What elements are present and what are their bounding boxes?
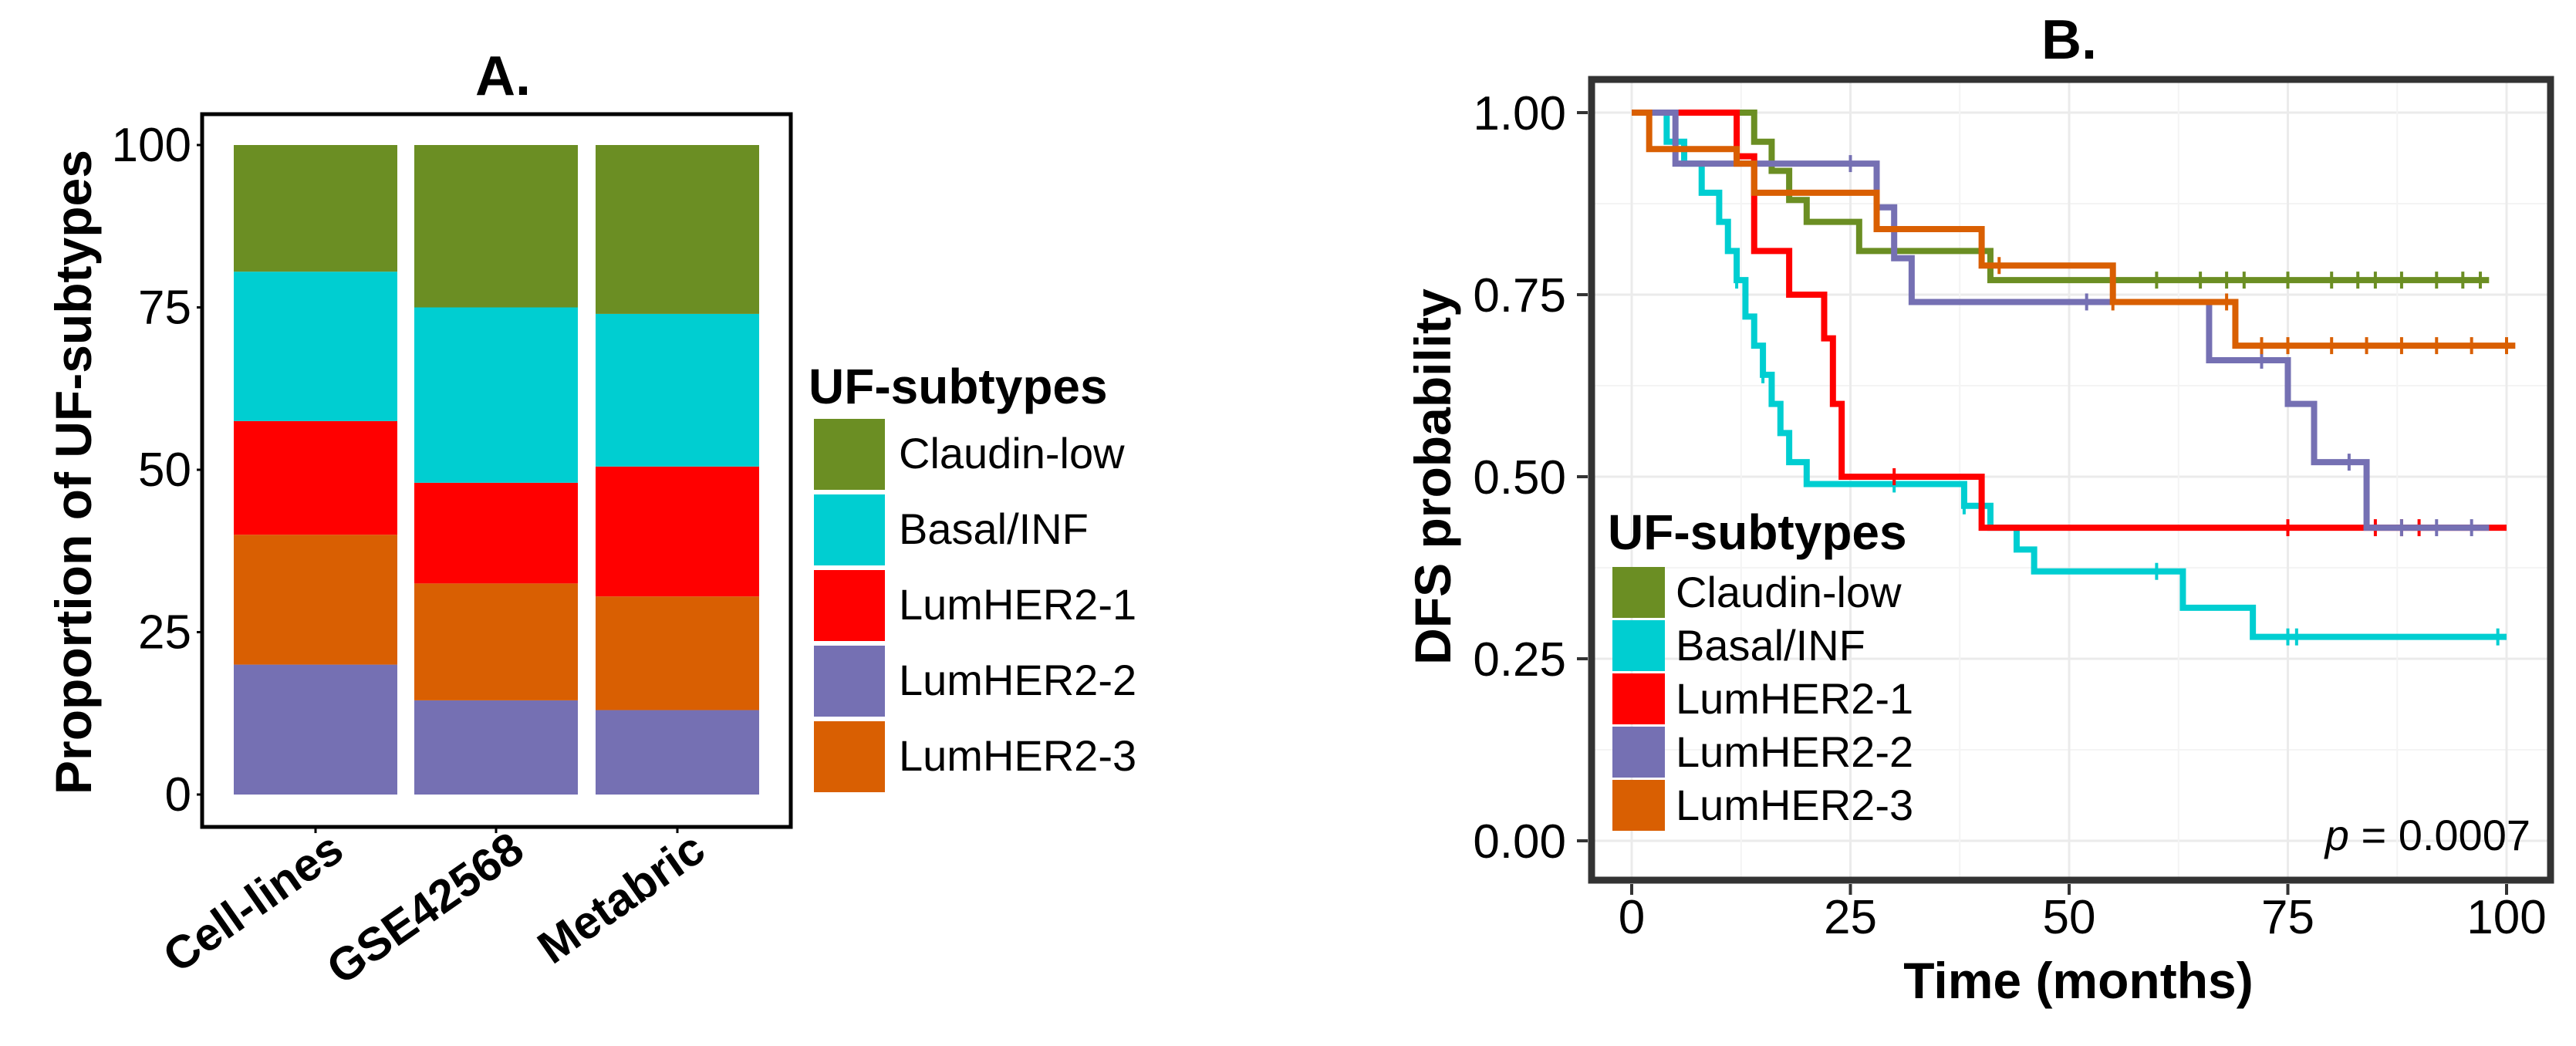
x-tick-label: 50 (2043, 891, 2096, 944)
curve-lumher2-3 (1632, 110, 2516, 349)
legend-swatch-lumher2-3 (1612, 780, 1665, 831)
y-tick-label: 0.25 (1473, 633, 1566, 687)
legend-label: LumHER2-1 (1676, 674, 1913, 723)
legend-label: LumHER2-1 (899, 580, 1136, 629)
bar-cell-lines-basal-inf (234, 272, 397, 421)
legend-label: Basal/INF (899, 504, 1089, 553)
x-category-label: Metabric (528, 822, 714, 973)
bar-gse42568-lumher2-3 (414, 583, 578, 700)
bar-cell-lines-lumher2-1 (234, 420, 397, 535)
legend-swatch-lumher2-1 (814, 570, 885, 641)
y-tick-label: 50 (138, 444, 191, 497)
legend-swatch-lumher2-2 (814, 646, 885, 717)
bar-cell-lines-lumher2-2 (234, 664, 397, 795)
bar-gse42568-lumher2-1 (414, 482, 578, 584)
bar-metabric-claudin-low (596, 145, 759, 314)
y-tick-label: 0 (165, 768, 191, 822)
panel-a-legend: Claudin-low Basal/INF LumHER2-1 LumHER2-2 Lu… (814, 419, 1136, 792)
panel-b: B. 0.00 0.25 0.50 0.75 1.00 0 25 50 75 100 DFS p… (1404, 9, 2554, 1009)
curve-basal-inf (1632, 110, 2507, 640)
panel-b-x-ticks: 0 25 50 75 100 (1619, 884, 2547, 944)
legend-swatch-claudin-low (1612, 567, 1665, 618)
legend-label: Claudin-low (1676, 568, 1902, 616)
bar-gse42568-claudin-low (414, 145, 578, 308)
panel-a-bars (234, 145, 759, 795)
panel-a-legend-title: UF-subtypes (809, 359, 1108, 414)
panel-b-pvalue: p = 0.0007 (2324, 811, 2530, 859)
panel-b-legend-title: UF-subtypes (1608, 504, 1907, 560)
bar-metabric-lumher2-2 (596, 710, 759, 795)
y-tick-label: 100 (112, 119, 191, 172)
y-tick-label: 0.50 (1473, 451, 1566, 504)
x-category-label: GSE42568 (318, 822, 533, 994)
bar-gse42568-lumher2-2 (414, 700, 578, 795)
pvalue-text: = 0.0007 (2349, 811, 2530, 859)
x-tick-label: 100 (2466, 891, 2546, 944)
panel-b-curves (1632, 110, 2516, 646)
panel-b-title: B. (2041, 9, 2097, 71)
bar-cell-lines-lumher2-3 (234, 535, 397, 665)
panel-a-title: A. (475, 46, 531, 107)
curve-lumher2-2 (1632, 110, 2490, 531)
bar-metabric-lumher2-1 (596, 466, 759, 597)
panel-b-x-axis-label: Time (months) (1903, 952, 2253, 1009)
y-tick-label: 0.75 (1473, 269, 1566, 322)
legend-swatch-claudin-low (814, 419, 885, 490)
legend-label: LumHER2-3 (1676, 781, 1913, 829)
legend-swatch-lumher2-3 (814, 721, 885, 792)
panel-b-y-ticks: 0.00 0.25 0.50 0.75 1.00 (1473, 87, 1588, 869)
bar-metabric-basal-inf (596, 313, 759, 467)
curve-claudin-low (1632, 110, 2490, 284)
legend-label: Claudin-low (899, 429, 1125, 477)
legend-swatch-basal-inf (814, 494, 885, 565)
pvalue-symbol: p (2324, 811, 2349, 859)
panel-b-frame (1588, 76, 2554, 884)
panel-a-y-ticks: 0 25 50 75 100 (112, 119, 202, 822)
panel-b-y-axis-label: DFS probability (1404, 288, 1461, 665)
legend-label: Basal/INF (1676, 621, 1865, 670)
panel-a-y-axis-label: Proportion of UF-subtypes (45, 150, 102, 795)
bar-cell-lines-claudin-low (234, 145, 397, 272)
legend-swatch-lumher2-1 (1612, 673, 1665, 724)
x-tick-label: 75 (2261, 891, 2314, 944)
legend-swatch-basal-inf (1612, 620, 1665, 671)
y-tick-label: 1.00 (1473, 87, 1566, 140)
y-tick-label: 0.00 (1473, 815, 1566, 869)
legend-label: LumHER2-2 (899, 656, 1136, 704)
x-tick-label: 0 (1619, 891, 1645, 944)
y-tick-label: 75 (138, 282, 191, 335)
legend-label: LumHER2-3 (899, 731, 1136, 780)
bar-gse42568-basal-inf (414, 307, 578, 483)
bar-metabric-lumher2-3 (596, 596, 759, 710)
y-tick-label: 25 (138, 606, 191, 660)
legend-label: LumHER2-2 (1676, 727, 1913, 776)
x-tick-label: 25 (1824, 891, 1877, 944)
legend-swatch-lumher2-2 (1612, 727, 1665, 778)
curve-lumher2-1 (1632, 110, 2507, 531)
